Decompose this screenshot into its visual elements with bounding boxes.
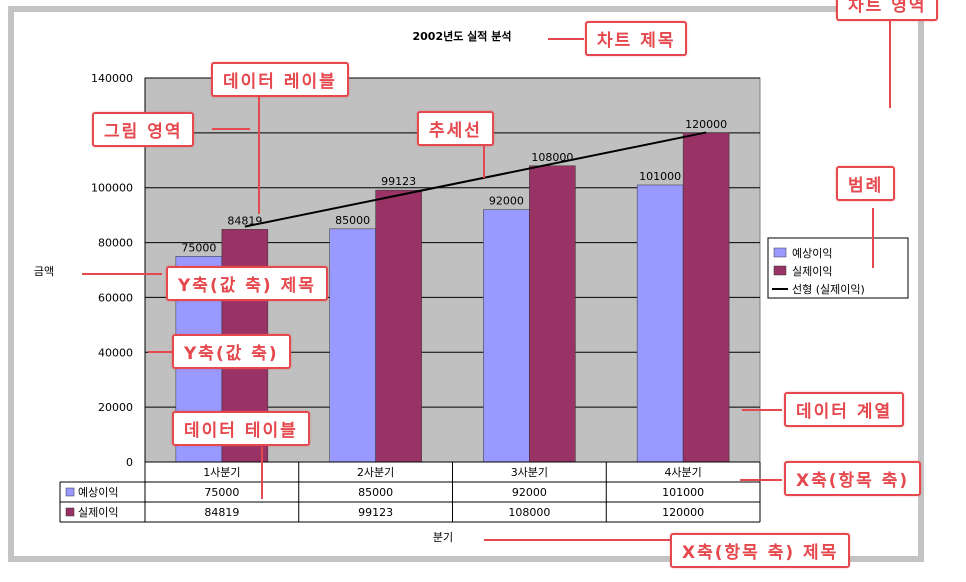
callout-y-axis: Y축(값 축) — [172, 334, 291, 369]
table-cell: 99123 — [358, 506, 393, 519]
bar — [375, 189, 422, 463]
callout-data-label: 데이터 레이블 — [211, 62, 349, 97]
leader-chart-area — [889, 12, 891, 108]
bar — [329, 228, 376, 463]
category-label: 3사분기 — [511, 466, 548, 479]
callout-x-axis-title: X축(항목 축) 제목 — [670, 533, 851, 568]
leader-y-axis-title — [82, 273, 162, 275]
table-cell: 84819 — [204, 506, 239, 519]
data-label: 99123 — [381, 175, 416, 188]
y-tick-label: 40000 — [98, 346, 133, 359]
data-label: 92000 — [489, 195, 524, 208]
legend-key — [773, 247, 787, 258]
table-cell: 92000 — [512, 486, 547, 499]
leader-plot-area — [212, 128, 250, 130]
table-legend-key — [65, 487, 75, 497]
callout-legend: 범례 — [836, 166, 896, 201]
legend-label: 예상이익 — [792, 247, 832, 260]
callout-y-axis-title: Y축(값 축) 제목 — [166, 266, 328, 301]
table-cell: 120000 — [662, 506, 704, 519]
table-series-name: 실제이익 — [78, 506, 118, 519]
category-label: 2사분기 — [357, 466, 394, 479]
category-label: 4사분기 — [664, 466, 701, 479]
bar — [483, 209, 530, 463]
bar — [636, 184, 684, 463]
y-tick-label: 0 — [126, 456, 133, 469]
y-tick-label: 80000 — [98, 237, 133, 250]
callout-chart-title: 차트 제목 — [585, 21, 688, 56]
leader-legend — [872, 208, 874, 268]
data-label: 75000 — [181, 241, 216, 254]
data-label: 85000 — [335, 214, 370, 227]
bar — [682, 132, 730, 463]
y-tick-label: 20000 — [98, 401, 133, 414]
trendline — [244, 131, 707, 228]
table-cell: 85000 — [358, 486, 393, 499]
y-tick-label: 100000 — [91, 182, 133, 195]
legend-label: 선형 (실제이익) — [792, 283, 865, 296]
data-label: 101000 — [639, 170, 681, 183]
leader-trendline — [483, 144, 485, 178]
chart-title: 2002년도 실적 분석 — [413, 29, 512, 43]
table-cell: 75000 — [204, 486, 239, 499]
y-tick-label: 140000 — [91, 72, 133, 85]
y-axis-title: 금액 — [34, 265, 54, 278]
leader-x-axis-title — [484, 539, 670, 541]
y-tick-label: 60000 — [98, 291, 133, 304]
leader-data-label — [258, 96, 260, 214]
data-label: 108000 — [531, 151, 573, 164]
callout-data-table: 데이터 테이블 — [172, 411, 310, 446]
data-label: 120000 — [685, 118, 727, 131]
table-series-name: 예상이익 — [78, 486, 118, 499]
bar — [529, 165, 576, 463]
category-label: 1사분기 — [203, 466, 240, 479]
callout-plot-area: 그림 영역 — [92, 112, 195, 147]
table-cell: 108000 — [508, 506, 550, 519]
leader-data-series — [742, 409, 782, 411]
leader-chart-title — [548, 38, 584, 40]
legend — [767, 237, 909, 299]
leader-data-table — [261, 447, 263, 499]
leader-y-axis — [148, 351, 172, 353]
callout-trendline: 추세선 — [417, 111, 494, 146]
callout-chart-area: 차트 영역 — [836, 0, 939, 21]
legend-key — [773, 265, 787, 276]
data-label: 84819 — [227, 214, 262, 227]
x-axis-title: 분기 — [433, 531, 453, 544]
callout-x-axis: X축(항목 축) — [784, 461, 922, 496]
leader-x-axis — [740, 479, 782, 481]
table-cell: 101000 — [662, 486, 704, 499]
callout-data-series: 데이터 계열 — [784, 392, 905, 427]
legend-label: 실제이익 — [792, 265, 832, 278]
table-legend-key — [65, 507, 75, 517]
